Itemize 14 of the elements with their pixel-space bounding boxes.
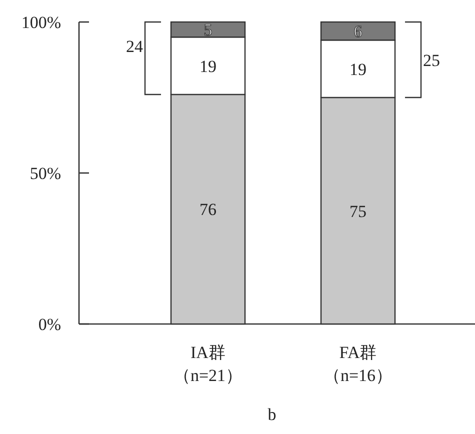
annotation: 25	[423, 50, 440, 70]
annotation: 24	[126, 37, 144, 56]
y-tick-label: 0%	[38, 315, 61, 334]
data-label: 5	[204, 20, 212, 40]
data-label: 75	[350, 202, 366, 221]
data-label: 76	[200, 200, 216, 220]
data-label: 19	[200, 56, 216, 76]
y-tick-label: 50%	[30, 164, 61, 183]
x-axis-title: b	[268, 405, 276, 424]
y-tick-label: 100%	[21, 13, 61, 32]
data-label: 6	[354, 22, 362, 42]
data-label: 19	[350, 60, 366, 79]
x-tick-label: IA群（n=21）	[172, 342, 244, 387]
x-tick-label: FA群（n=16）	[322, 342, 394, 387]
